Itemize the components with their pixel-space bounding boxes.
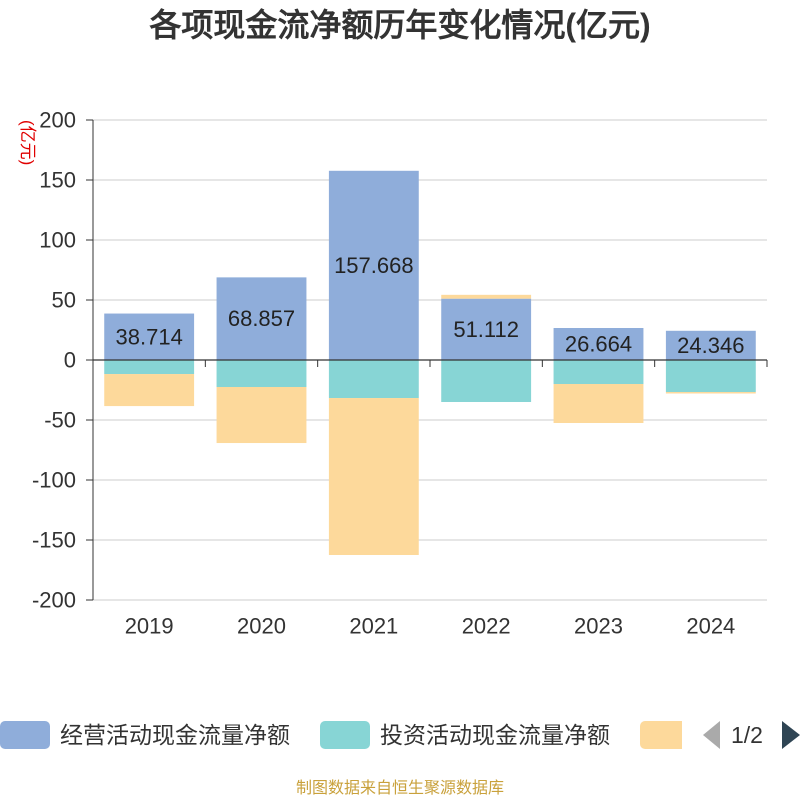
bar-series2-2024 <box>665 360 756 393</box>
bar-series3-2020 <box>216 387 307 444</box>
legend-swatch-operating <box>0 721 50 749</box>
y-tick-label--150: -150 <box>32 528 76 553</box>
y-tick-label-0: 0 <box>64 348 76 373</box>
triangle-left-icon[interactable] <box>703 721 720 749</box>
bar-series1-2022 <box>441 298 532 360</box>
y-tick-label-150: 150 <box>39 168 76 193</box>
cash-flow-chart: (亿元) 200 150 100 50 0 -50 -100 -150 -200 38.714 68… <box>18 108 768 639</box>
bar-series1-2023 <box>553 328 644 360</box>
x-tick-label-2021: 2021 <box>349 614 398 639</box>
axis-and-data-labels: 200 150 100 50 0 -50 -100 -150 -200 38.714 68.857 1… <box>32 108 745 639</box>
y-tick-label--100: -100 <box>32 468 76 493</box>
data-source-footer: 制图数据来自恒生聚源数据库 <box>295 780 504 797</box>
x-tick-label-2020: 2020 <box>237 614 286 639</box>
y-tick-label--50: -50 <box>44 408 76 433</box>
data-label-2024: 24.346 <box>677 333 744 358</box>
y-tick-label-50: 50 <box>52 288 76 313</box>
y-tick-label-100: 100 <box>39 228 76 253</box>
bar-series1-2019 <box>104 313 195 360</box>
x-tick-label-2022: 2022 <box>462 614 511 639</box>
bars <box>104 170 756 555</box>
bar-series2-2021 <box>328 360 419 399</box>
axes <box>86 119 768 601</box>
legend-label-operating: 经营活动现金流量净额 <box>60 722 290 748</box>
bar-series2-2020 <box>216 360 307 387</box>
bar-series2-2022 <box>441 360 532 402</box>
x-tick-label-2023: 2023 <box>574 614 623 639</box>
legend-page-indicator: 1/2 <box>731 722 763 748</box>
data-label-2019: 38.714 <box>116 324 183 349</box>
y-tick-label--200: -200 <box>32 588 76 613</box>
bar-series3-2024 <box>665 392 756 394</box>
x-tick-label-2024: 2024 <box>686 614 735 639</box>
bar-series1-2021 <box>328 170 419 360</box>
bar-series3-2022 <box>441 294 532 299</box>
legend: 经营活动现金流量净额 投资活动现金流量净额 <box>0 719 682 751</box>
legend-item-investing[interactable]: 投资活动现金流量净额 <box>320 719 610 751</box>
chart-title: 各项现金流净额历年变化情况(亿元) <box>149 7 651 43</box>
data-label-2022: 51.112 <box>453 317 519 342</box>
x-tick-label-2019: 2019 <box>125 614 174 639</box>
y-axis-label: (亿元) <box>18 120 37 165</box>
bar-series3-2021 <box>328 398 419 555</box>
legend-swatch-series-3 <box>640 721 682 749</box>
legend-swatch-investing <box>320 721 370 749</box>
bar-series2-2023 <box>553 360 644 384</box>
data-label-2020: 68.857 <box>228 306 295 331</box>
y-tick-label-200: 200 <box>39 108 76 133</box>
data-label-2021: 157.668 <box>334 253 414 278</box>
legend-item-series-3[interactable] <box>640 719 682 751</box>
legend-item-operating[interactable]: 经营活动现金流量净额 <box>0 719 290 751</box>
data-label-2023: 26.664 <box>565 332 632 357</box>
triangle-right-icon[interactable] <box>782 721 800 749</box>
legend-label-investing: 投资活动现金流量净额 <box>380 722 610 748</box>
bar-series3-2019 <box>104 374 195 407</box>
bar-series2-2019 <box>104 360 195 375</box>
gridlines <box>93 119 767 601</box>
bar-series3-2023 <box>553 384 644 423</box>
bar-series1-2024 <box>665 330 756 360</box>
bar-series1-2020 <box>216 277 307 360</box>
